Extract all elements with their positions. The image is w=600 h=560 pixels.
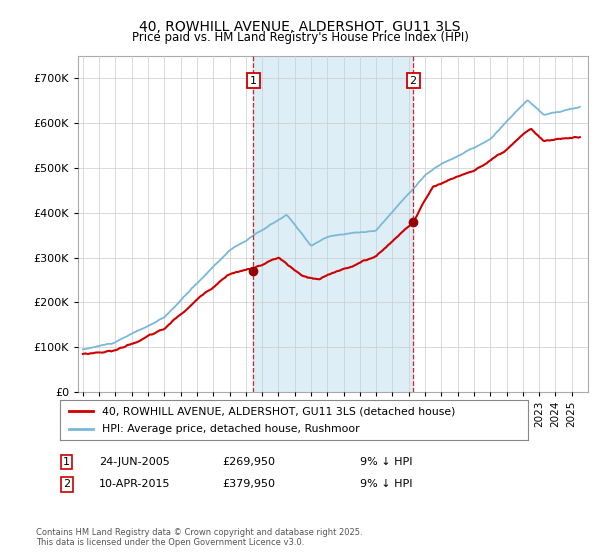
Text: HPI: Average price, detached house, Rushmoor: HPI: Average price, detached house, Rush… <box>102 423 360 433</box>
Text: £269,950: £269,950 <box>222 457 275 467</box>
Text: 2: 2 <box>410 76 417 86</box>
Text: Price paid vs. HM Land Registry's House Price Index (HPI): Price paid vs. HM Land Registry's House … <box>131 31 469 44</box>
Text: 24-JUN-2005: 24-JUN-2005 <box>99 457 170 467</box>
Text: 9% ↓ HPI: 9% ↓ HPI <box>360 479 413 489</box>
Text: 9% ↓ HPI: 9% ↓ HPI <box>360 457 413 467</box>
Bar <box>253 56 413 392</box>
Text: Contains HM Land Registry data © Crown copyright and database right 2025.
This d: Contains HM Land Registry data © Crown c… <box>36 528 362 547</box>
Text: 40, ROWHILL AVENUE, ALDERSHOT, GU11 3LS (detached house): 40, ROWHILL AVENUE, ALDERSHOT, GU11 3LS … <box>102 407 455 417</box>
Text: 1: 1 <box>63 457 70 467</box>
Text: 10-APR-2015: 10-APR-2015 <box>99 479 170 489</box>
Text: 2: 2 <box>63 479 70 489</box>
Text: 1: 1 <box>250 76 257 86</box>
Text: £379,950: £379,950 <box>222 479 275 489</box>
Text: 40, ROWHILL AVENUE, ALDERSHOT, GU11 3LS: 40, ROWHILL AVENUE, ALDERSHOT, GU11 3LS <box>139 20 461 34</box>
